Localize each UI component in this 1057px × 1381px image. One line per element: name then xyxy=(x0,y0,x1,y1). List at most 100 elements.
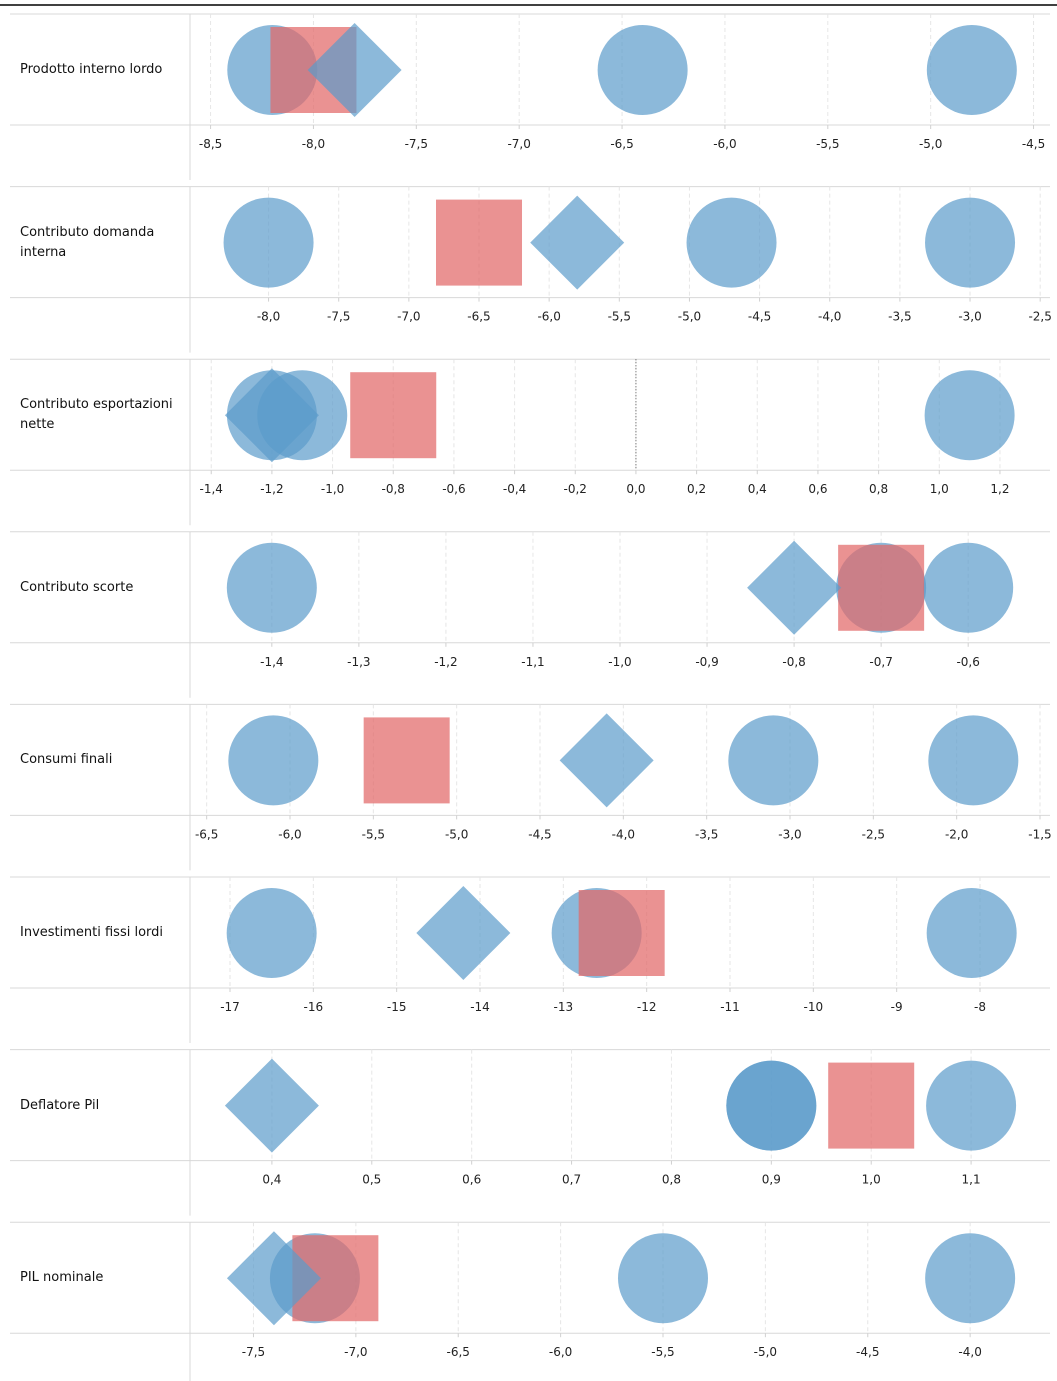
x-tick-label: 0,4 xyxy=(748,482,767,496)
row-label: PIL nominale xyxy=(20,1270,104,1286)
x-tick-label: -1,0 xyxy=(608,655,631,669)
x-tick-label: -5,5 xyxy=(362,827,385,841)
x-tick-label: -4,5 xyxy=(856,1345,879,1359)
x-tick-label: 0,8 xyxy=(662,1173,681,1187)
x-tick-label: -2,5 xyxy=(1028,310,1051,324)
circle-marker xyxy=(726,1060,817,1151)
diamond-marker xyxy=(226,1231,321,1326)
x-tick-label: -0,8 xyxy=(382,482,405,496)
x-tick-label: -5,5 xyxy=(651,1345,674,1359)
x-tick-label: -7,0 xyxy=(344,1345,367,1359)
diamond-marker xyxy=(747,540,842,635)
x-tick-label: 0,5 xyxy=(362,1173,381,1187)
x-tick-label: -0,6 xyxy=(442,482,465,496)
square-marker xyxy=(436,199,523,286)
x-tick-label: -5,0 xyxy=(919,137,942,151)
x-tick-label: -6,0 xyxy=(278,827,301,841)
x-tick-label: 0,6 xyxy=(808,482,827,496)
x-tick-label: -6,0 xyxy=(713,137,736,151)
x-tick-label: -0,6 xyxy=(956,655,979,669)
square-marker xyxy=(363,717,450,804)
x-tick-label: -10 xyxy=(804,1000,824,1014)
diamond-marker xyxy=(224,368,319,463)
x-tick-label: -0,8 xyxy=(782,655,805,669)
x-tick-label: -17 xyxy=(220,1000,240,1014)
square-marker xyxy=(350,372,437,459)
circle-marker xyxy=(597,25,688,115)
x-tick-label: -5,5 xyxy=(608,310,631,324)
x-tick-label: -2,5 xyxy=(862,827,885,841)
x-tick-label: -1,0 xyxy=(321,482,344,496)
circle-marker xyxy=(618,1233,708,1324)
x-tick-label: -4,0 xyxy=(818,310,841,324)
x-tick-label: -12 xyxy=(637,1000,657,1014)
x-tick-label: -1,1 xyxy=(521,655,544,669)
row-label: Prodotto interno lordo xyxy=(20,62,163,77)
x-tick-label: -1,4 xyxy=(260,655,283,669)
circle-marker xyxy=(226,888,317,978)
x-tick-label: -5,0 xyxy=(754,1345,777,1359)
x-tick-label: -14 xyxy=(470,1000,490,1014)
x-tick-label: 1,0 xyxy=(930,482,949,496)
x-tick-label: -11 xyxy=(720,1000,740,1014)
row-label: Contributo esportazioni nette xyxy=(20,397,173,433)
circle-marker xyxy=(925,1233,1016,1324)
circle-marker xyxy=(923,542,1014,633)
x-tick-label: -6,5 xyxy=(610,137,633,151)
x-tick-label: -7,0 xyxy=(397,310,420,324)
x-tick-label: -3,0 xyxy=(958,310,981,324)
circle-marker xyxy=(924,370,1015,461)
x-tick-label: -2,0 xyxy=(945,827,968,841)
x-tick-label: -6,5 xyxy=(467,310,490,324)
x-tick-label: -6,5 xyxy=(195,827,218,841)
x-tick-label: 0,0 xyxy=(626,482,645,496)
x-tick-label: -7,5 xyxy=(242,1345,265,1359)
x-tick-label: -1,4 xyxy=(200,482,223,496)
row-label: Consumi finali xyxy=(20,752,113,768)
x-tick-label: -6,5 xyxy=(447,1345,470,1359)
x-tick-label: -3,0 xyxy=(778,827,801,841)
x-tick-label: 0,2 xyxy=(687,482,706,496)
x-tick-label: -0,4 xyxy=(503,482,526,496)
circle-marker xyxy=(228,715,319,806)
row-label: Contributo scorte xyxy=(20,579,134,595)
circle-marker xyxy=(925,197,1016,288)
circle-marker xyxy=(728,715,819,806)
x-tick-label: -5,0 xyxy=(678,310,701,324)
x-tick-label: -1,2 xyxy=(434,655,457,669)
circle-marker xyxy=(223,197,314,288)
diamond-marker xyxy=(224,1058,319,1153)
x-tick-label: 0,9 xyxy=(762,1173,781,1187)
row-label: Investimenti fissi lordi xyxy=(20,925,164,940)
x-tick-label: 1,1 xyxy=(962,1173,981,1187)
diamond-marker xyxy=(530,195,625,290)
x-tick-label: 0,7 xyxy=(562,1173,581,1187)
x-tick-label: -6,0 xyxy=(537,310,560,324)
x-tick-label: -8 xyxy=(974,1000,986,1014)
x-tick-label: -0,7 xyxy=(869,655,892,669)
row-label: Deflatore Pil xyxy=(20,1097,100,1113)
x-tick-label: -7,0 xyxy=(507,137,530,151)
circle-marker xyxy=(926,25,1017,115)
circle-marker xyxy=(926,1060,1017,1151)
x-tick-label: -3,5 xyxy=(695,827,718,841)
x-tick-label: 0,8 xyxy=(869,482,888,496)
diamond-marker xyxy=(416,886,511,980)
x-tick-label: -8,0 xyxy=(257,310,280,324)
x-tick-label: -0,2 xyxy=(564,482,587,496)
x-tick-label: -8,0 xyxy=(302,137,325,151)
square-marker xyxy=(828,1062,915,1149)
x-tick-label: -7,5 xyxy=(405,137,428,151)
diamond-marker xyxy=(307,23,402,117)
x-tick-label: -5,0 xyxy=(445,827,468,841)
x-tick-label: 1,2 xyxy=(990,482,1009,496)
diamond-marker xyxy=(559,713,654,808)
x-tick-label: -0,9 xyxy=(695,655,718,669)
x-tick-label: -4,0 xyxy=(958,1345,981,1359)
x-tick-label: -1,5 xyxy=(1028,827,1051,841)
square-marker xyxy=(838,544,925,631)
x-tick-label: -5,5 xyxy=(816,137,839,151)
circle-marker xyxy=(686,197,777,288)
x-tick-label: 0,4 xyxy=(262,1173,281,1187)
